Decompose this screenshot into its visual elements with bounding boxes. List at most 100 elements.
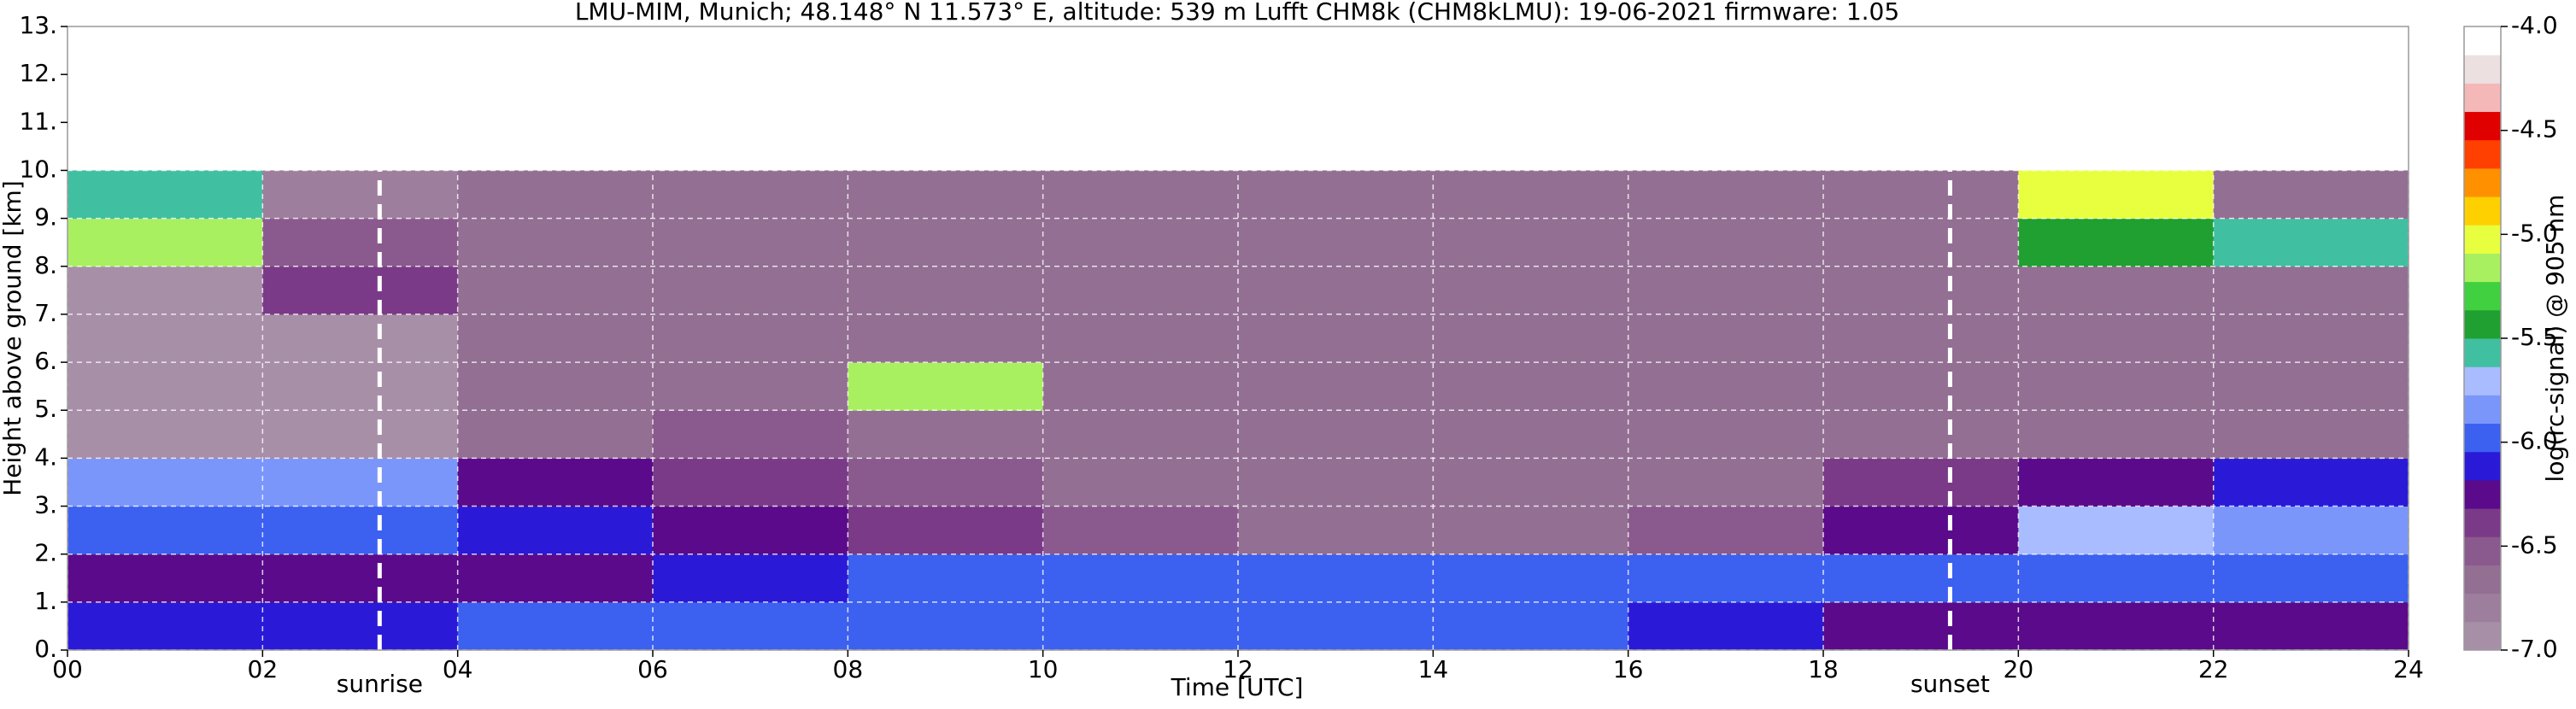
heatmap-cell: [2018, 458, 2215, 507]
x-tick-label: 02: [248, 655, 279, 683]
heatmap-cell: [67, 506, 263, 555]
heatmap-cell: [1238, 601, 1434, 651]
heatmap-cell: [1433, 170, 1629, 220]
heatmap-cell: [1628, 506, 1824, 555]
colorbar-segment: [2464, 309, 2501, 339]
heatmap-cell: [653, 313, 848, 363]
heatmap-cell: [653, 506, 848, 555]
heatmap-cell: [2213, 313, 2409, 363]
heatmap-cell: [848, 506, 1044, 555]
heatmap-cell: [1628, 554, 1824, 603]
heatmap-cell: [1628, 313, 1824, 363]
heatmap-cell: [1433, 458, 1629, 507]
heatmap-cell: [1628, 410, 1824, 459]
heatmap-cell: [1823, 601, 2019, 651]
heatmap-cell: [1042, 601, 1239, 651]
heatmap-cell: [1238, 458, 1434, 507]
colorbar-tick-label: -5.5: [2511, 323, 2558, 351]
x-tick-label: 08: [833, 655, 864, 683]
heatmap-cell: [2018, 218, 2215, 267]
heatmap-cell: [1433, 410, 1629, 459]
heatmap-cell: [848, 410, 1044, 459]
heatmap-cell: [848, 170, 1044, 220]
heatmap-cell: [262, 218, 459, 267]
colorbar-segment: [2464, 508, 2501, 537]
heatmap-cell: [2018, 266, 2215, 315]
heatmap-cell: [262, 170, 459, 220]
heatmap-cell: [1238, 170, 1434, 220]
colorbar-segment: [2464, 225, 2501, 254]
heatmap-cell: [2018, 506, 2215, 555]
heatmap-cell: [1823, 362, 2019, 411]
chart-title: LMU-MIM, Munich; 48.148° N 11.573° E, al…: [575, 0, 1899, 26]
heatmap-cell: [1433, 601, 1629, 651]
x-tick-label: 20: [2004, 655, 2034, 683]
heatmap-cell: [1042, 554, 1239, 603]
heatmap-cell: [457, 266, 654, 315]
heatmap-cell: [1628, 266, 1824, 315]
heatmap-cell: [67, 554, 263, 603]
heatmap-cell: [67, 410, 263, 459]
heatmap-cell: [2213, 266, 2409, 315]
annotation-label: sunset: [1910, 670, 1990, 698]
y-tick-label: 5.: [34, 395, 57, 423]
heatmap-cell: [2213, 554, 2409, 603]
heatmap-cell: [2213, 506, 2409, 555]
colorbar-segment: [2464, 423, 2501, 453]
colorbar-segment: [2464, 26, 2501, 56]
y-tick-label: 13.: [19, 11, 57, 39]
heatmap-cell: [262, 506, 459, 555]
heatmap-cell: [848, 218, 1044, 267]
heatmap-cell: [262, 410, 459, 459]
heatmap-cell: [2213, 362, 2409, 411]
heatmap-cell: [1042, 218, 1239, 267]
y-axis-label: Height above ground [km]: [0, 180, 26, 496]
colorbar-tick-label: -6.5: [2511, 530, 2558, 559]
heatmap-cell: [2018, 362, 2215, 411]
colorbar-label: log(rc-signal) @ 905 nm: [2541, 195, 2569, 483]
heatmap-cell: [2213, 218, 2409, 267]
heatmap-cell: [653, 362, 848, 411]
heatmap-cell: [457, 410, 654, 459]
x-tick-label: 04: [443, 655, 473, 683]
heatmap-cell: [1823, 170, 2019, 220]
colorbar-segment: [2464, 366, 2501, 396]
colorbar-tick-label: -4.5: [2511, 115, 2558, 144]
heatmap-cell: [67, 218, 263, 267]
heatmap-cell: [2213, 458, 2409, 507]
heatmap-cell: [653, 554, 848, 603]
heatmap-cell: [1823, 410, 2019, 459]
colorbar-segment: [2464, 565, 2501, 595]
heatmap-cell: [1238, 218, 1434, 267]
heatmap-cell: [1042, 170, 1239, 220]
heatmap-cell: [457, 601, 654, 651]
heatmap-cell: [457, 362, 654, 411]
colorbar-segment: [2464, 593, 2501, 623]
heatmap-cell: [848, 266, 1044, 315]
y-tick-label: 4.: [34, 442, 57, 471]
colorbar-segment: [2464, 167, 2501, 197]
heatmap-cell: [848, 458, 1044, 507]
heatmap-cell: [1433, 362, 1629, 411]
colorbar-tick-label: -6.0: [2511, 427, 2558, 455]
y-tick-label: 3.: [34, 491, 57, 519]
heatmap-cell: [1823, 458, 2019, 507]
heatmap-cell: [1823, 266, 2019, 315]
heatmap-cell: [457, 218, 654, 267]
heatmap-cell: [67, 362, 263, 411]
heatmap-cell: [1628, 601, 1824, 651]
colorbar-segment: [2464, 83, 2501, 113]
heatmap-cell: [1628, 458, 1824, 507]
heatmap-cell: [2213, 601, 2409, 651]
y-tick-label: 10.: [19, 155, 57, 183]
y-tick-label: 7.: [34, 299, 57, 327]
heatmap-cell: [848, 362, 1044, 411]
colorbar-segment: [2464, 395, 2501, 425]
heatmap-cell: [653, 458, 848, 507]
heatmap-cell: [1042, 362, 1239, 411]
colorbar-segment: [2464, 338, 2501, 367]
heatmap-cell: [262, 313, 459, 363]
heatmap-cell: [1433, 313, 1629, 363]
x-tick-label: 10: [1028, 655, 1059, 683]
